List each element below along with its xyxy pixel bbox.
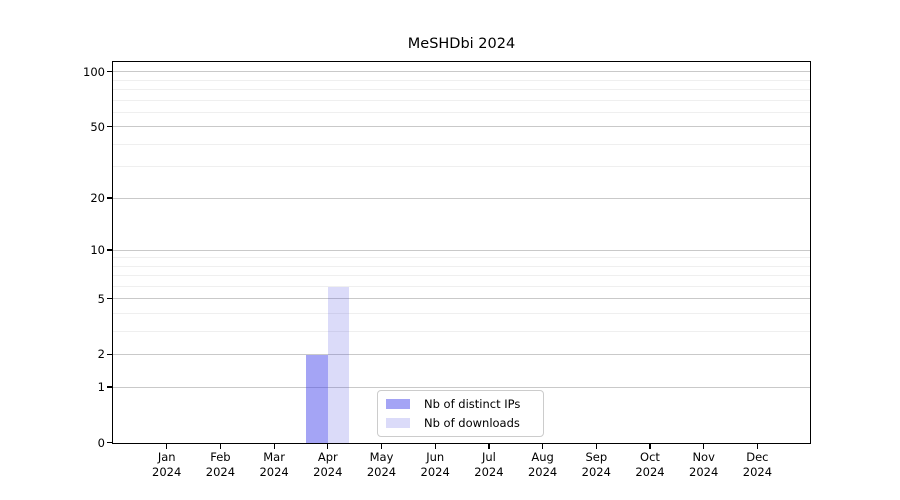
gridline-major: [113, 197, 810, 199]
legend-label-distinct-ips: Nb of distinct IPs: [424, 397, 521, 411]
x-tick-mark: [434, 444, 436, 449]
x-tick-mark: [542, 444, 544, 449]
gridline-minor: [113, 143, 810, 145]
x-tick-label: Jun 2024: [420, 450, 450, 479]
gridline-minor: [113, 265, 810, 267]
legend-swatch-downloads: [386, 418, 410, 428]
x-tick-label: Sep 2024: [581, 450, 611, 479]
legend: Nb of distinct IPs Nb of downloads: [377, 390, 544, 437]
x-tick-mark: [327, 444, 329, 449]
y-tick-mark: [107, 442, 112, 444]
legend-entry-downloads: Nb of downloads: [386, 416, 543, 430]
y-tick-label: 100: [83, 64, 105, 79]
y-tick-label: 2: [97, 347, 105, 362]
bar-downloads: [327, 286, 349, 443]
y-tick-label: 0: [97, 435, 105, 450]
x-tick-mark: [380, 444, 383, 449]
gridline-major: [113, 71, 810, 73]
gridline-minor: [113, 111, 810, 113]
x-tick-mark: [703, 444, 705, 449]
y-tick-mark: [107, 353, 112, 355]
x-tick-label: Nov 2024: [689, 450, 719, 479]
gridline-minor: [113, 275, 810, 277]
gridline-major: [113, 354, 810, 356]
chart-title: MeSHDbi 2024: [407, 36, 516, 52]
y-tick-label: 1: [97, 380, 105, 394]
y-tick-label: 20: [90, 191, 105, 205]
gridline-minor: [113, 313, 810, 314]
gridline-minor: [113, 166, 810, 168]
x-tick-label: Aug 2024: [527, 450, 558, 479]
x-tick-mark: [166, 444, 168, 449]
y-tick-label: 50: [90, 119, 105, 134]
x-tick-mark: [488, 444, 490, 449]
y-tick-mark: [107, 249, 112, 251]
x-tick-mark: [273, 444, 275, 449]
x-tick-label: Feb 2024: [205, 450, 236, 479]
gridline-major: [113, 126, 810, 128]
legend-entry-distinct-ips: Nb of distinct IPs: [386, 397, 543, 411]
x-tick-mark: [595, 444, 597, 449]
gridline-minor: [113, 79, 810, 81]
y-tick-mark: [107, 126, 112, 128]
gridline-minor: [113, 331, 810, 332]
x-tick-label: Mar 2024: [259, 450, 289, 479]
gridlines-layer: [113, 62, 810, 443]
gridline-minor: [113, 89, 810, 91]
x-tick-label: Dec 2024: [742, 450, 773, 479]
bar-distinct-ips: [306, 354, 328, 443]
bars-layer: [113, 62, 810, 443]
y-tick-mark: [107, 298, 112, 300]
x-tick-label: Apr 2024: [313, 450, 343, 479]
x-tick-mark: [649, 444, 651, 449]
y-tick-mark: [107, 386, 112, 388]
x-tick-label: Jan 2024: [152, 450, 182, 479]
plot-area: Nb of distinct IPs Nb of downloads: [112, 61, 811, 444]
x-tick-label: Oct 2024: [635, 450, 665, 479]
gridline-minor: [113, 99, 810, 101]
gridline-major: [113, 386, 810, 388]
gridline-minor: [113, 257, 810, 259]
x-tick-label: May 2024: [366, 450, 397, 479]
y-tick-mark: [107, 71, 112, 73]
y-tick-mark: [107, 197, 112, 199]
x-tick-mark: [756, 444, 759, 449]
x-tick-label: Jul 2024: [474, 450, 504, 479]
legend-label-downloads: Nb of downloads: [424, 416, 520, 430]
x-tick-mark: [219, 444, 221, 449]
gridline-major: [113, 298, 810, 300]
y-tick-label: 5: [97, 291, 105, 306]
y-tick-label: 10: [90, 242, 105, 257]
gridline-minor: [113, 286, 810, 287]
gridline-major: [113, 249, 810, 251]
legend-swatch-distinct-ips: [386, 399, 410, 409]
